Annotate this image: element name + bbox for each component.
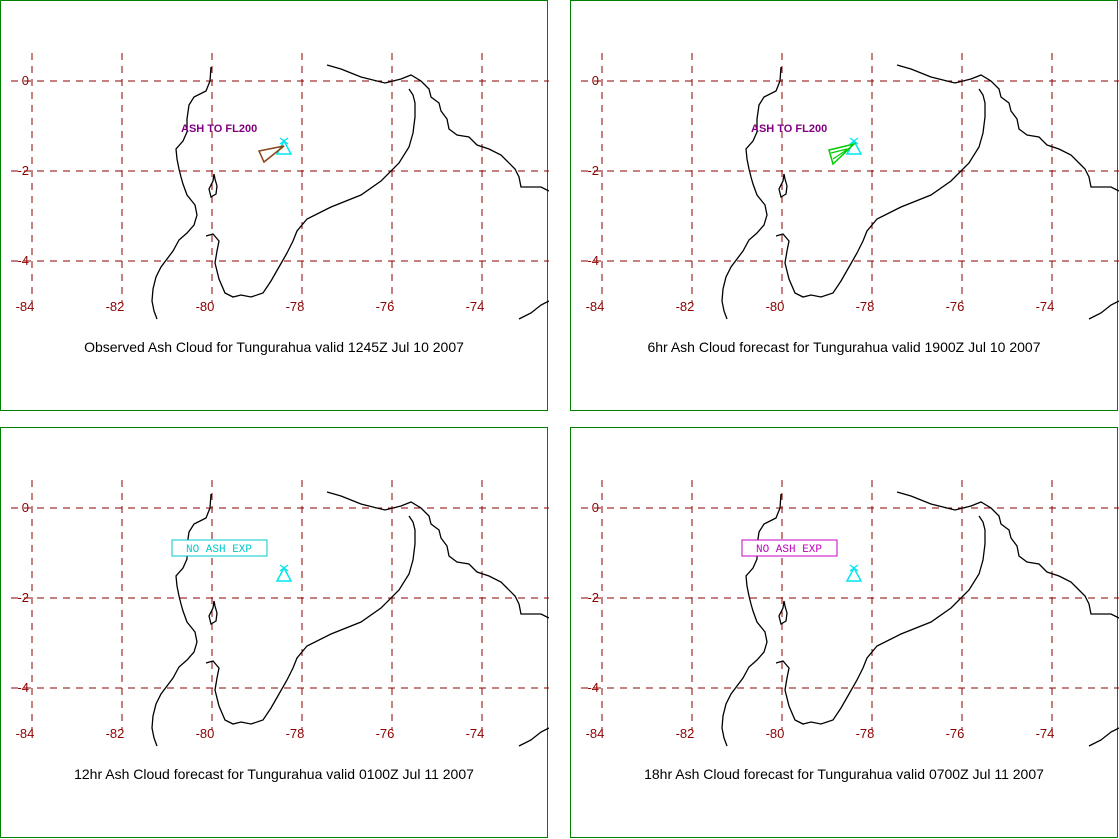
map-svg: 0 -2 -4 -84 -82 -80 -78 -76 -74 NO ASH EXP [11, 480, 549, 747]
coastline [896, 64, 1119, 192]
coastline [205, 88, 416, 298]
volcano-icon [845, 564, 863, 582]
lon-tick-label: -84 [16, 299, 35, 314]
lon-tick-label: -74 [466, 299, 485, 314]
panel-caption: 18hr Ash Cloud forecast for Tungurahua v… [644, 766, 1044, 782]
lat-tick-label: -2 [587, 590, 599, 605]
panel-caption: 12hr Ash Cloud forecast for Tungurahua v… [74, 766, 474, 782]
lon-tick-label: -78 [856, 726, 875, 741]
lon-tick-label: -82 [676, 299, 695, 314]
map-panel-18hr-forecast: 0 -2 -4 -84 -82 -80 -78 -76 -74 NO ASH EXP 18hr A… [570, 427, 1119, 838]
lat-tick-label: 0 [22, 73, 29, 88]
lon-tick-label: -78 [286, 726, 305, 741]
no-ash-expected-box: NO ASH EXP [171, 539, 268, 557]
coastline [721, 493, 782, 747]
volcano-icon [275, 137, 293, 155]
coastline [778, 600, 788, 626]
ash-height-label: ASH TO FL200 [751, 123, 827, 135]
map-panel-12hr-forecast: 0 -2 -4 -84 -82 -80 -78 -76 -74 NO ASH EXP 12hr A… [0, 427, 549, 838]
map-panel-6hr-forecast: 0 -2 -4 -84 -82 -80 -78 -76 -74 ASH TO FL200 6hr … [570, 0, 1119, 411]
ash-cloud-hatch [832, 146, 852, 160]
ash-cloud-hatch [830, 148, 848, 154]
coastline [1088, 727, 1119, 747]
coastline [896, 491, 1119, 619]
lon-tick-label: -84 [586, 299, 605, 314]
coastline [778, 173, 788, 199]
coastline [326, 491, 549, 619]
coastline [151, 493, 212, 747]
lon-tick-label: -84 [586, 726, 605, 741]
map-svg: 0 -2 -4 -84 -82 -80 -78 -76 -74 NO ASH EXP [581, 480, 1119, 747]
lon-tick-label: -80 [196, 299, 215, 314]
lon-tick-label: -82 [676, 726, 695, 741]
lon-tick-label: -82 [106, 299, 125, 314]
ash-height-label: ASH TO FL200 [181, 123, 257, 135]
lat-tick-label: -4 [17, 680, 29, 695]
lon-tick-label: -80 [766, 299, 785, 314]
lon-tick-label: -76 [376, 726, 395, 741]
lon-tick-label: -74 [1036, 299, 1055, 314]
map-panel-observed: 0 -2 -4 -84 -82 -80 -78 -76 -74 ASH TO FL200 Obse… [0, 0, 549, 411]
lon-tick-label: -84 [16, 726, 35, 741]
coastline [208, 600, 218, 626]
lat-tick-label: 0 [592, 73, 599, 88]
lat-tick-label: -2 [17, 163, 29, 178]
lon-tick-label: -76 [376, 299, 395, 314]
lat-tick-label: -2 [587, 163, 599, 178]
lon-tick-label: -76 [946, 299, 965, 314]
lon-tick-label: -78 [856, 299, 875, 314]
coastline [775, 515, 986, 725]
coastline [205, 515, 416, 725]
panel-caption: 6hr Ash Cloud forecast for Tungurahua va… [647, 339, 1041, 355]
lat-tick-label: -4 [587, 680, 599, 695]
lon-tick-label: -74 [1036, 726, 1055, 741]
svg-text:NO ASH EXP: NO ASH EXP [186, 544, 252, 556]
coastline [326, 64, 549, 192]
coastline [208, 173, 218, 199]
lon-tick-label: -76 [946, 726, 965, 741]
lat-tick-label: -2 [17, 590, 29, 605]
map-svg: 0 -2 -4 -84 -82 -80 -78 -76 -74 ASH TO FL200 [11, 53, 549, 320]
lon-tick-label: -80 [196, 726, 215, 741]
lon-tick-label: -74 [466, 726, 485, 741]
lat-tick-label: -4 [17, 253, 29, 268]
map-svg: 0 -2 -4 -84 -82 -80 -78 -76 -74 ASH TO FL200 [581, 53, 1119, 320]
lat-tick-label: 0 [22, 500, 29, 515]
panel-caption: Observed Ash Cloud for Tungurahua valid … [84, 339, 464, 355]
lon-tick-label: -80 [766, 726, 785, 741]
coastline [1088, 300, 1119, 320]
lon-tick-label: -82 [106, 726, 125, 741]
volcano-icon [845, 137, 863, 155]
ash-cloud-polygon [257, 145, 285, 164]
ash-cloud-polygon [828, 142, 857, 166]
no-ash-expected-box: NO ASH EXP [741, 539, 838, 557]
coastline [518, 727, 549, 747]
coastline [518, 300, 549, 320]
lat-tick-label: 0 [592, 500, 599, 515]
coastline [775, 88, 986, 298]
svg-text:NO ASH EXP: NO ASH EXP [756, 544, 822, 556]
coastline [151, 66, 212, 320]
volcano-icon [275, 564, 293, 582]
lat-tick-label: -4 [587, 253, 599, 268]
coastline [721, 66, 782, 320]
lon-tick-label: -78 [286, 299, 305, 314]
